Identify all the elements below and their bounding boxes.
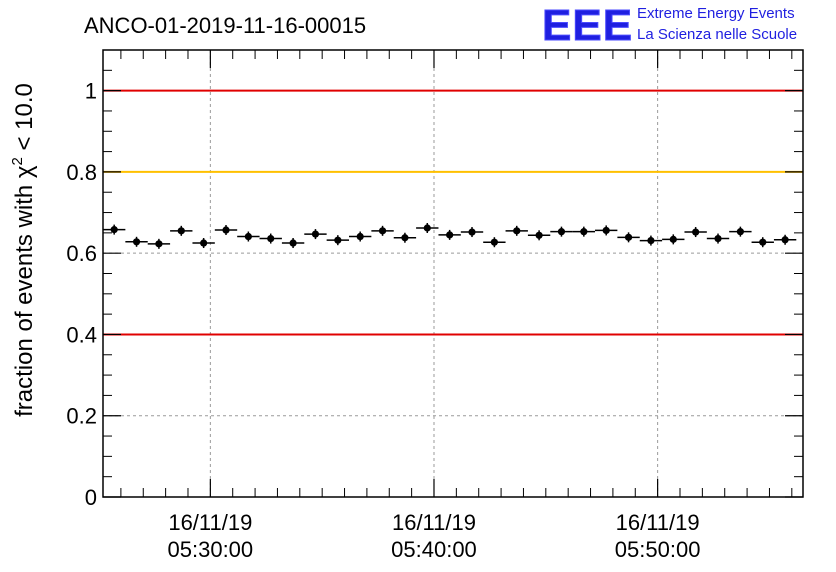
x-tick-label-date: 16/11/19 <box>168 510 252 535</box>
data-point <box>595 225 618 236</box>
data-point-marker <box>423 224 431 232</box>
data-point-marker <box>781 236 789 244</box>
data-point <box>416 222 439 233</box>
data-point <box>662 234 685 245</box>
data-point-marker <box>513 227 521 235</box>
y-axis-title-suffix: < 10.0 <box>11 83 38 157</box>
y-axis-title: fraction of events with χ2 < 10.0 <box>9 83 38 417</box>
data-point <box>460 227 484 238</box>
y-axis-title-superscript: 2 <box>9 157 26 165</box>
axes <box>102 49 804 498</box>
logo-line-2: La Scienza nelle Scuole <box>637 26 797 43</box>
data-points <box>103 222 797 249</box>
data-point <box>393 232 417 243</box>
data-point <box>505 225 528 236</box>
data-point <box>125 236 148 247</box>
data-point <box>170 225 193 236</box>
data-point-marker <box>155 240 163 248</box>
data-point <box>639 235 663 246</box>
data-point-marker <box>669 235 677 243</box>
data-point-marker <box>222 226 230 234</box>
grid-layer <box>103 50 803 497</box>
x-tick-label-date: 16/11/19 <box>616 510 700 535</box>
data-point-marker <box>759 238 767 246</box>
reference-lines <box>103 89 803 336</box>
data-point <box>237 231 260 242</box>
chart-title: ANCO-01-2019-11-16-00015 <box>84 13 366 38</box>
data-point <box>371 225 394 236</box>
data-point <box>438 229 461 240</box>
data-point-marker <box>244 232 252 241</box>
data-point <box>214 225 238 236</box>
tick-labels: 00.20.40.60.8116/11/1905:30:0016/11/1905… <box>66 79 700 562</box>
data-point <box>349 231 372 242</box>
data-point-marker <box>334 236 342 244</box>
data-point-marker <box>110 226 118 234</box>
data-point <box>483 237 506 248</box>
data-point <box>550 226 573 237</box>
data-point <box>527 230 551 241</box>
y-axis-title-prefix: fraction of events with <box>11 178 38 417</box>
data-point <box>684 227 707 238</box>
data-point-marker <box>356 232 364 241</box>
data-point <box>147 238 171 249</box>
y-axis-title-chi: χ <box>11 165 38 178</box>
data-point-marker <box>580 228 588 236</box>
data-point-marker <box>311 230 320 238</box>
data-point-marker <box>557 228 566 236</box>
data-point <box>103 224 126 235</box>
data-point-marker <box>624 233 633 241</box>
data-point-marker <box>132 238 141 246</box>
data-point <box>259 233 282 244</box>
data-point <box>192 238 215 249</box>
logo-mark: EEE <box>542 1 633 50</box>
data-point <box>706 233 730 244</box>
data-point-marker <box>535 231 543 239</box>
data-point <box>281 238 305 249</box>
y-tick-label: 0.8 <box>66 160 97 185</box>
data-point-marker <box>289 239 297 247</box>
y-tick-label: 0 <box>85 485 97 510</box>
data-point-marker <box>602 226 610 235</box>
data-point-marker <box>714 234 722 243</box>
data-point-marker <box>378 227 387 235</box>
y-tick-label: 1 <box>85 79 97 104</box>
logo-line-1: Extreme Energy Events <box>637 5 795 22</box>
data-point <box>773 234 797 245</box>
data-point <box>326 235 350 246</box>
x-tick-label-time: 05:40:00 <box>391 537 477 562</box>
plot-frame <box>102 49 804 498</box>
data-point-marker <box>177 227 185 235</box>
data-point <box>617 232 640 243</box>
y-tick-label: 0.4 <box>66 322 97 347</box>
data-point-marker <box>401 234 409 242</box>
data-point <box>304 229 327 240</box>
x-tick-label-time: 05:30:00 <box>168 537 254 562</box>
y-tick-label: 0.6 <box>66 241 97 266</box>
data-point-marker <box>692 228 700 236</box>
data-point-marker <box>200 239 208 247</box>
data-point <box>572 226 596 237</box>
y-tick-label: 0.2 <box>66 404 97 429</box>
data-point-marker <box>468 228 476 236</box>
data-point <box>729 226 752 237</box>
x-tick-label-date: 16/11/19 <box>392 510 476 535</box>
data-point <box>751 237 774 248</box>
data-point-marker <box>446 231 454 239</box>
x-tick-label-time: 05:50:00 <box>615 537 701 562</box>
eee-logo: EEE Extreme Energy Events La Scienza nel… <box>542 1 798 51</box>
data-point-marker <box>647 236 655 245</box>
data-point-marker <box>490 238 498 246</box>
data-point-marker <box>267 234 275 243</box>
data-point-marker <box>736 228 744 236</box>
